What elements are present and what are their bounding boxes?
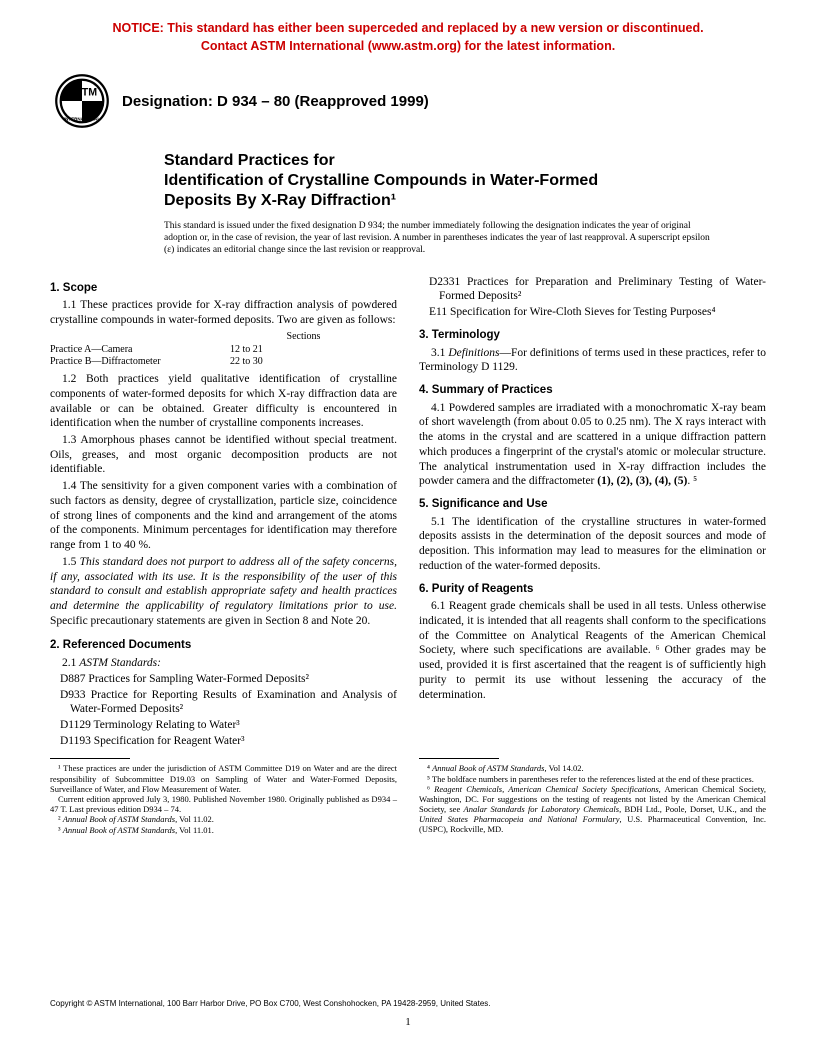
practice-row-a: Practice A—Camera 12 to 21 xyxy=(50,344,397,357)
page-number: 1 xyxy=(0,1016,816,1028)
ref-e11: E11 Specification for Wire-Cloth Sieves … xyxy=(419,305,766,320)
footnote-rule-right xyxy=(419,758,499,759)
scope-1-5-num: 1.5 xyxy=(62,556,80,568)
footnote-6: ⁶ Reagent Chemicals, American Chemical S… xyxy=(419,784,766,835)
ref-d1129: D1129 Terminology Relating to Water³ xyxy=(50,718,397,733)
practice-b-label: Practice B—Diffractometer xyxy=(50,356,230,369)
summary-heading: 4. Summary of Practices xyxy=(419,383,766,398)
practice-table-header: Sections xyxy=(50,331,397,344)
left-column: 1. Scope 1.1 These practices provide for… xyxy=(50,275,397,835)
content-columns: 1. Scope 1.1 These practices provide for… xyxy=(50,275,766,835)
header: ASTM INTERNATIONAL Designation: D 934 – … xyxy=(50,73,766,129)
notice-line-1: NOTICE: This standard has either been su… xyxy=(50,20,766,38)
term-3-1-label: Definitions xyxy=(448,347,499,359)
practice-row-b: Practice B—Diffractometer 22 to 30 xyxy=(50,356,397,369)
scope-heading: 1. Scope xyxy=(50,281,397,296)
summary-4-1: 4.1 Powdered samples are irradiated with… xyxy=(419,401,766,489)
footnote-1: ¹ These practices are under the jurisdic… xyxy=(50,763,397,794)
footnote-rule-left xyxy=(50,758,130,759)
title-block: Standard Practices for Identification of… xyxy=(50,151,766,211)
term-3-1-num: 3.1 xyxy=(431,347,448,359)
notice-banner: NOTICE: This standard has either been su… xyxy=(50,20,766,55)
footnote-3: ³ Annual Book of ASTM Standards, Vol 11.… xyxy=(50,825,397,835)
practice-a-label: Practice A—Camera xyxy=(50,344,230,357)
significance-heading: 5. Significance and Use xyxy=(419,497,766,512)
scope-1-4: 1.4 The sensitivity for a given componen… xyxy=(50,479,397,553)
footnote-4: ⁴ Annual Book of ASTM Standards, Vol 14.… xyxy=(419,763,766,773)
purity-6-1: 6.1 Reagent grade chemicals shall be use… xyxy=(419,599,766,702)
title-line-3: Deposits By X-Ray Diffraction¹ xyxy=(164,191,766,211)
terminology-3-1: 3.1 Definitions—For definitions of terms… xyxy=(419,346,766,375)
svg-text:ASTM: ASTM xyxy=(67,86,97,98)
footnote-1b: Current edition approved July 3, 1980. P… xyxy=(50,794,397,814)
astm-logo: ASTM INTERNATIONAL xyxy=(54,73,110,129)
scope-1-3: 1.3 Amorphous phases cannot be identifie… xyxy=(50,433,397,477)
ref-d2331: D2331 Practices for Preparation and Prel… xyxy=(419,275,766,304)
scope-1-1: 1.1 These practices provide for X-ray di… xyxy=(50,298,397,327)
scope-1-5-italic: This standard does not purport to addres… xyxy=(50,556,397,612)
purity-heading: 6. Purity of Reagents xyxy=(419,582,766,597)
issuance-note: This standard is issued under the fixed … xyxy=(50,221,766,257)
ref-d1193: D1193 Specification for Reagent Water³ xyxy=(50,734,397,749)
title-line-1: Standard Practices for xyxy=(164,151,766,171)
scope-1-5-tail: Specific precautionary statements are gi… xyxy=(50,615,370,627)
designation: Designation: D 934 – 80 (Reapproved 1999… xyxy=(122,93,429,110)
refs-heading: 2. Referenced Documents xyxy=(50,638,397,653)
copyright: Copyright © ASTM International, 100 Barr… xyxy=(50,999,491,1008)
refs-2-1-num: 2.1 xyxy=(62,657,79,669)
ref-d887: D887 Practices for Sampling Water-Formed… xyxy=(50,672,397,687)
significance-5-1: 5.1 The identification of the crystallin… xyxy=(419,515,766,574)
practice-b-value: 22 to 30 xyxy=(230,356,290,369)
footnote-2: ² Annual Book of ASTM Standards, Vol 11.… xyxy=(50,814,397,824)
ref-d933: D933 Practice for Reporting Results of E… xyxy=(50,688,397,717)
terminology-heading: 3. Terminology xyxy=(419,328,766,343)
footnote-5: ⁵ The boldface numbers in parentheses re… xyxy=(419,774,766,784)
right-column: D2331 Practices for Preparation and Prel… xyxy=(419,275,766,835)
practice-table: Sections Practice A—Camera 12 to 21 Prac… xyxy=(50,331,397,369)
svg-text:INTERNATIONAL: INTERNATIONAL xyxy=(64,117,100,122)
refs-2-1-label: ASTM Standards: xyxy=(79,657,161,669)
scope-1-2: 1.2 Both practices yield qualitative ide… xyxy=(50,372,397,431)
scope-1-5: 1.5 This standard does not purport to ad… xyxy=(50,555,397,629)
refs-2-1: 2.1 ASTM Standards: xyxy=(50,656,397,671)
title-line-2: Identification of Crystalline Compounds … xyxy=(164,171,766,191)
practice-a-value: 12 to 21 xyxy=(230,344,290,357)
notice-line-2: Contact ASTM International (www.astm.org… xyxy=(50,38,766,56)
